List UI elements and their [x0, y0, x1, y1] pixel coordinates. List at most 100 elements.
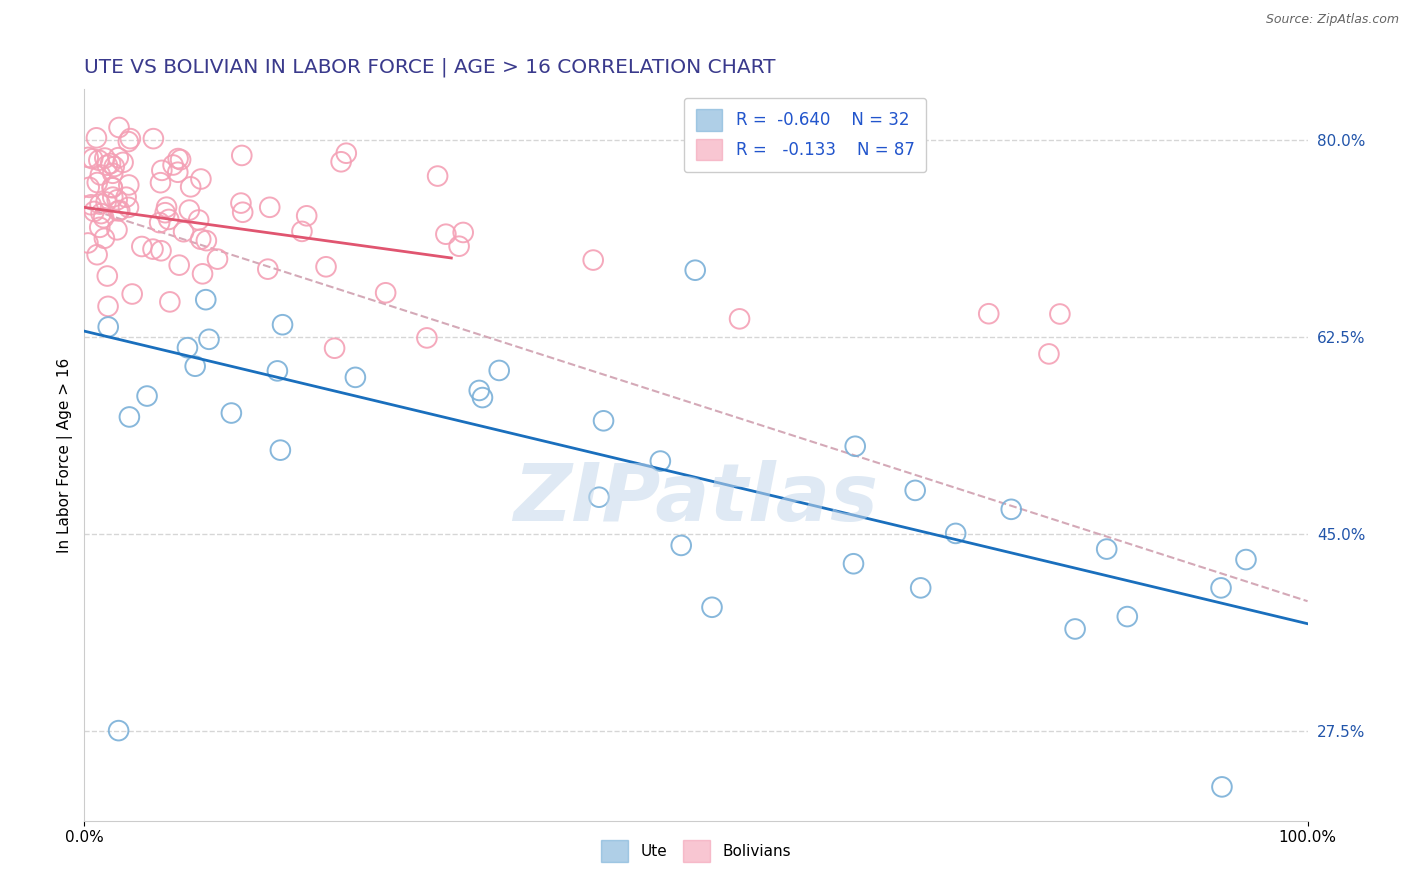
Point: [112, 155, 135, 169]
Point: [173, 225, 195, 239]
Point: [107, 723, 129, 738]
Point: [101, 166, 124, 180]
Point: [335, 146, 357, 161]
Legend: Ute, Bolivians: Ute, Bolivians: [595, 834, 797, 868]
Point: [96, 268, 118, 283]
Point: [167, 152, 190, 166]
Point: [131, 239, 153, 253]
Point: [650, 454, 672, 468]
Point: [259, 200, 281, 214]
Point: [142, 242, 165, 256]
Point: [291, 224, 314, 238]
Point: [488, 363, 510, 377]
Point: [728, 311, 751, 326]
Point: [1095, 542, 1118, 557]
Point: [592, 414, 614, 428]
Point: [83, 204, 105, 219]
Point: [195, 234, 218, 248]
Point: [150, 163, 173, 178]
Point: [1234, 552, 1257, 566]
Point: [118, 409, 141, 424]
Point: [97, 320, 120, 334]
Point: [103, 160, 125, 174]
Point: [136, 389, 159, 403]
Point: [149, 176, 172, 190]
Point: [117, 135, 139, 149]
Point: [169, 153, 191, 167]
Point: [159, 294, 181, 309]
Text: UTE VS BOLIVIAN IN LABOR FORCE | AGE > 16 CORRELATION CHART: UTE VS BOLIVIAN IN LABOR FORCE | AGE > 1…: [84, 57, 776, 77]
Point: [191, 267, 214, 281]
Point: [166, 165, 188, 179]
Point: [416, 331, 439, 345]
Point: [468, 384, 491, 398]
Point: [93, 231, 115, 245]
Text: ZIPatlas: ZIPatlas: [513, 459, 879, 538]
Point: [1049, 307, 1071, 321]
Point: [105, 223, 128, 237]
Point: [910, 581, 932, 595]
Point: [150, 244, 173, 258]
Point: [1116, 609, 1139, 624]
Point: [449, 239, 471, 253]
Point: [231, 148, 253, 162]
Point: [82, 152, 104, 166]
Point: [157, 212, 180, 227]
Point: [101, 180, 124, 194]
Point: [582, 253, 605, 268]
Point: [344, 370, 367, 384]
Point: [107, 151, 129, 165]
Point: [153, 205, 176, 219]
Point: [142, 131, 165, 145]
Y-axis label: In Labor Force | Age > 16: In Labor Force | Age > 16: [58, 358, 73, 552]
Point: [90, 206, 112, 220]
Point: [97, 299, 120, 313]
Point: [1000, 502, 1022, 516]
Point: [229, 196, 252, 211]
Point: [89, 168, 111, 182]
Point: [471, 391, 494, 405]
Point: [315, 260, 337, 274]
Point: [844, 439, 866, 453]
Point: [94, 151, 117, 165]
Point: [330, 154, 353, 169]
Point: [842, 557, 865, 571]
Point: [107, 203, 129, 218]
Point: [266, 364, 288, 378]
Point: [118, 178, 141, 192]
Point: [700, 600, 723, 615]
Point: [108, 203, 131, 218]
Point: [198, 332, 221, 346]
Point: [77, 235, 100, 250]
Point: [256, 262, 278, 277]
Point: [221, 406, 243, 420]
Point: [190, 172, 212, 186]
Point: [179, 203, 201, 218]
Point: [77, 180, 100, 194]
Point: [108, 120, 131, 135]
Point: [295, 209, 318, 223]
Point: [232, 205, 254, 219]
Point: [96, 158, 118, 172]
Point: [683, 263, 706, 277]
Point: [115, 190, 138, 204]
Point: [180, 179, 202, 194]
Point: [80, 198, 103, 212]
Point: [87, 153, 110, 168]
Point: [426, 169, 449, 183]
Point: [269, 443, 291, 458]
Point: [121, 287, 143, 301]
Point: [1211, 780, 1233, 794]
Point: [120, 131, 142, 145]
Point: [155, 200, 177, 214]
Point: [1064, 622, 1087, 636]
Point: [93, 211, 115, 225]
Point: [77, 150, 100, 164]
Point: [101, 181, 124, 195]
Point: [149, 216, 172, 230]
Point: [671, 538, 693, 552]
Point: [1209, 581, 1232, 595]
Point: [176, 341, 198, 355]
Point: [271, 318, 294, 332]
Point: [89, 197, 111, 211]
